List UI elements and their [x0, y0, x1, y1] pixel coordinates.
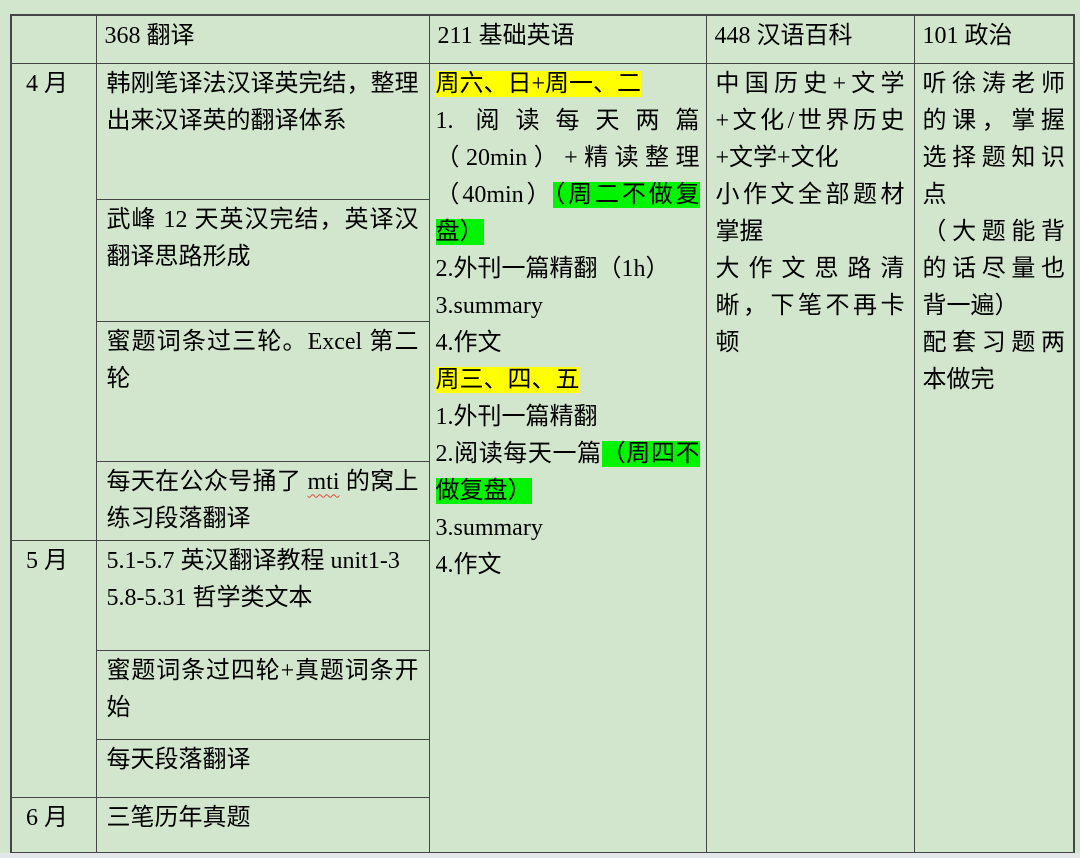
week2-header-line: 周三、四、五	[435, 362, 700, 399]
text-line: 4.作文	[435, 329, 502, 356]
cell-211-english-plan: 周六、日+周一、二 1. 阅读每天两篇（20min）+精读整理（40min）（周…	[428, 62, 707, 854]
cell-368-april-hangang: 韩刚笔译法汉译英完结，整理出来汉译英的翻译体系	[95, 62, 430, 200]
cell-368-may-daily: 每天段落翻译	[95, 738, 430, 798]
row-april-3: 蜜题词条过三轮。Excel 第二轮	[11, 320, 1074, 462]
header-211-english: 211 基础英语	[428, 14, 707, 64]
yellow-highlight: 周六、日+周一、二	[435, 70, 642, 97]
cell-448-encyclopedia-plan: 中国历史+文学+文化/世界历史+文学+文化 小作文全部题材掌握 大作文思路清晰，…	[705, 62, 915, 854]
text-line: 3.summary	[435, 292, 543, 319]
text-line: 每天段落翻译	[106, 746, 251, 773]
text-line: 韩刚笔译法汉译英完结，整理出来汉译英的翻译体系	[106, 70, 419, 134]
cell-368-april-gongzhonghao: 每天在公众号捅了 mti 的窝上练习段落翻译	[95, 460, 430, 541]
row-may-1: 5 月 5.1-5.7 英汉翻译教程 unit1-3 5.8-5.31 哲学类文…	[10, 539, 1074, 798]
row-may-2: 蜜题词条过四轮+真题词条开始	[11, 649, 1074, 740]
text-line: 听徐涛老师的课，掌握选择题知识点	[922, 70, 1066, 208]
cell-368-april-wufeng: 武峰 12 天英汉完结，英译汉翻译思路形成	[95, 198, 430, 322]
text-line: 小作文全部题材掌握	[715, 181, 905, 245]
text-line: 蜜题词条过三轮。Excel 第二轮	[106, 328, 419, 392]
header-empty-cell	[10, 14, 97, 64]
text-line: 中国历史+文学+文化/世界历史+文学+文化	[715, 70, 905, 171]
text-line: 5.1-5.7 英汉翻译教程 unit1-3	[106, 547, 400, 574]
header-448-encyclopedia: 448 汉语百科	[705, 14, 915, 64]
row-may-3: 每天段落翻译	[11, 738, 1074, 798]
row-june-1: 6 月 三笔历年真题	[10, 796, 1074, 854]
row-april-4: 每天在公众号捅了 mti 的窝上练习段落翻译	[11, 460, 1074, 541]
text-line: 武峰 12 天英汉完结，英译汉翻译思路形成	[106, 206, 419, 270]
header-row: 368 翻译 211 基础英语 448 汉语百科 101 政治	[10, 14, 1075, 64]
row-april-2: 武峰 12 天英汉完结，英译汉翻译思路形成	[11, 198, 1074, 322]
cell-368-may-miti: 蜜题词条过四轮+真题词条开始	[95, 649, 430, 740]
week1-header-line: 周六、日+周一、二	[435, 66, 700, 103]
text-line: 1.外刊一篇精翻	[435, 403, 598, 430]
text-line: 1. 阅读每天两篇（20min）+精读整理（40min）（周二不做复盘）	[435, 107, 700, 245]
header-101-politics: 101 政治	[913, 14, 1075, 64]
month-cell-june: 6 月	[10, 796, 97, 854]
header-368-translation: 368 翻译	[95, 14, 430, 64]
text-line: 2.阅读每天一篇（周四不做复盘）	[435, 440, 700, 504]
text-line: 4.作文	[435, 551, 502, 578]
cell-368-may-textbook: 5.1-5.7 英汉翻译教程 unit1-3 5.8-5.31 哲学类文本	[95, 539, 430, 651]
month-cell-april: 4 月	[10, 62, 97, 541]
cell-101-politics-plan: 听徐涛老师的课，掌握选择题知识点 （大题能背的话尽量也背一遍） 配套习题两本做完	[913, 62, 1075, 854]
text-line: 5.8-5.31 哲学类文本	[106, 584, 313, 611]
row-april-1: 4 月 韩刚笔译法汉译英完结，整理出来汉译英的翻译体系 周六、日+周一、二 1.…	[10, 62, 1075, 854]
study-plan-table: 368 翻译 211 基础英语 448 汉语百科 101 政治 4 月 韩刚笔译…	[10, 14, 1075, 854]
text-line: 蜜题词条过四轮+真题词条开始	[106, 657, 419, 721]
yellow-highlight: 周三、四、五	[435, 366, 580, 393]
bottom-edge-strip	[0, 853, 1080, 858]
text-line: 3.summary	[435, 514, 543, 541]
cell-368-june-catti: 三笔历年真题	[95, 796, 430, 854]
text-line: 大作文思路清晰，下笔不再卡顿	[715, 255, 905, 356]
cell-368-april-miti: 蜜题词条过三轮。Excel 第二轮	[95, 320, 430, 462]
spellcheck-underlined-word: mti	[307, 468, 340, 495]
month-cell-may: 5 月	[10, 539, 97, 798]
text-line: 三笔历年真题	[106, 804, 251, 831]
text-line: 配套习题两本做完	[922, 329, 1066, 393]
text-line: 2.外刊一篇精翻（1h）	[435, 255, 670, 282]
text-line: 每天在公众号捅了 mti 的窝上练习段落翻译	[106, 468, 419, 532]
text-line: （大题能背的话尽量也背一遍）	[922, 218, 1066, 319]
